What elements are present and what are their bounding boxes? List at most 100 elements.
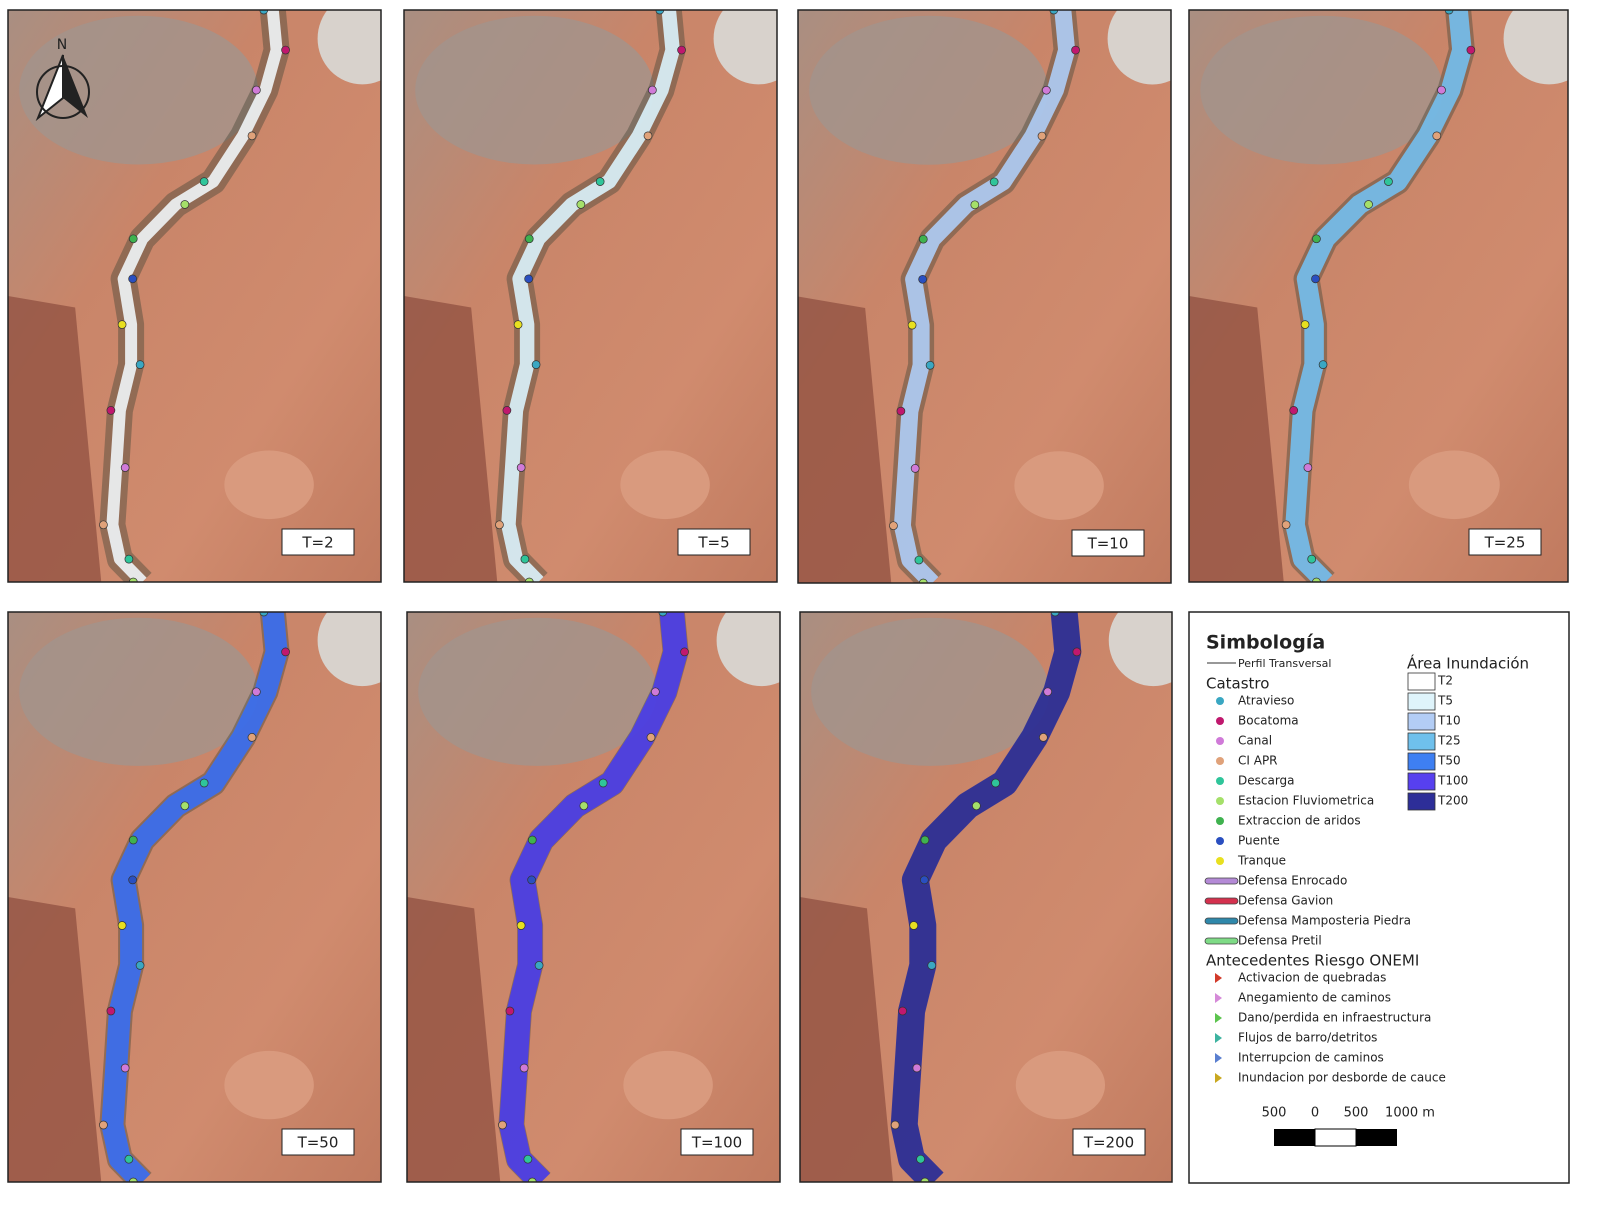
- legend-item: Defensa Mamposteria Piedra: [1238, 914, 1411, 928]
- legend-item: Bocatoma: [1238, 714, 1299, 728]
- catastro-point: [919, 275, 927, 283]
- catastro-point: [252, 86, 260, 94]
- legend-item: CI APR: [1238, 754, 1278, 768]
- map-panel: T=25: [1189, 0, 1595, 586]
- legend-marker: [1216, 797, 1224, 805]
- catastro-point: [910, 922, 918, 930]
- catastro-point: [520, 1064, 528, 1072]
- legend-marker: [1205, 878, 1238, 884]
- terrain: [1409, 450, 1500, 519]
- legend-item: Interrupcion de caminos: [1238, 1051, 1384, 1065]
- legend-item: Estacion Fluviometrica: [1238, 794, 1374, 808]
- catastro-point: [1042, 86, 1050, 94]
- catastro-point: [990, 178, 998, 186]
- legend-marker: [1216, 697, 1224, 705]
- catastro-point: [1290, 406, 1298, 414]
- catastro-point: [532, 361, 540, 369]
- catastro-point: [917, 1155, 925, 1163]
- map-content: [8, 595, 407, 1186]
- terrain: [224, 450, 314, 519]
- north-label: N: [57, 37, 67, 53]
- legend-item: Puente: [1238, 834, 1280, 848]
- catastro-point: [891, 1121, 899, 1129]
- terrain: [1109, 595, 1198, 686]
- legend-heading: Área Inundación: [1407, 654, 1529, 673]
- legend-marker: [1205, 898, 1238, 904]
- legend-marker: [1216, 717, 1224, 725]
- catastro-point: [252, 688, 260, 696]
- scale-label: 1000 m: [1385, 1106, 1435, 1121]
- catastro-point: [125, 555, 133, 563]
- legend-marker: [1216, 777, 1224, 785]
- catastro-point: [498, 1121, 506, 1129]
- legend-item: Inundacion por desborde de cauce: [1238, 1071, 1446, 1085]
- legend-swatch: [1408, 693, 1435, 710]
- legend-item: T2: [1437, 674, 1453, 688]
- catastro-point: [678, 46, 686, 54]
- catastro-point: [899, 1007, 907, 1015]
- catastro-point: [200, 779, 208, 787]
- catastro-point: [200, 178, 208, 186]
- scale-bar: [1274, 1129, 1397, 1146]
- catastro-point: [908, 321, 916, 329]
- terrain: [620, 450, 710, 519]
- map-content: [407, 595, 806, 1186]
- map-content: [798, 0, 1197, 587]
- catastro-point: [647, 733, 655, 741]
- catastro-point: [1433, 132, 1441, 140]
- catastro-point: [1039, 733, 1047, 741]
- catastro-point: [107, 1007, 115, 1015]
- legend-item: Anegamiento de caminos: [1238, 991, 1391, 1005]
- legend-marker: [1216, 757, 1224, 765]
- catastro-point: [121, 1064, 129, 1072]
- panel-label: T=100: [691, 1134, 742, 1152]
- catastro-point: [897, 407, 905, 415]
- catastro-point: [1384, 178, 1392, 186]
- map-content: [1189, 0, 1595, 586]
- map-panel: T=100: [407, 595, 806, 1186]
- legend-swatch: [1408, 713, 1435, 730]
- catastro-point: [1319, 361, 1327, 369]
- terrain: [1200, 16, 1443, 165]
- terrain: [809, 16, 1048, 165]
- legend-item: Extraccion de aridos: [1238, 814, 1361, 828]
- legend-item: Descarga: [1238, 774, 1295, 788]
- catastro-point: [1312, 235, 1320, 243]
- catastro-point: [1438, 86, 1446, 94]
- catastro-point: [517, 464, 525, 472]
- terrain: [717, 595, 807, 686]
- legend-swatch: [1408, 793, 1435, 810]
- catastro-point: [514, 321, 522, 329]
- legend-item: T10: [1437, 714, 1461, 728]
- terrain: [318, 595, 408, 686]
- catastro-point: [681, 648, 689, 656]
- legend-swatch: [1408, 733, 1435, 750]
- terrain: [19, 618, 258, 766]
- catastro-point: [1044, 688, 1052, 696]
- terrain: [1014, 451, 1104, 520]
- catastro-point: [651, 688, 659, 696]
- catastro-point: [535, 961, 543, 969]
- catastro-point: [129, 876, 137, 884]
- catastro-point: [181, 802, 189, 810]
- catastro-point: [599, 779, 607, 787]
- legend-item: Defensa Gavion: [1238, 894, 1333, 908]
- catastro-point: [920, 876, 928, 884]
- legend-marker: [1216, 857, 1224, 865]
- map-panel: T=5: [404, 0, 803, 586]
- catastro-point: [248, 733, 256, 741]
- legend-marker: [1205, 918, 1238, 924]
- map-content: [404, 0, 803, 586]
- catastro-point: [181, 200, 189, 208]
- catastro-point: [129, 235, 137, 243]
- scale-label: 0: [1311, 1106, 1319, 1121]
- catastro-point: [915, 556, 923, 564]
- catastro-point: [580, 802, 588, 810]
- catastro-point: [1467, 46, 1475, 54]
- catastro-point: [248, 132, 256, 140]
- catastro-point: [129, 275, 137, 283]
- catastro-point: [125, 1155, 133, 1163]
- catastro-point: [525, 235, 533, 243]
- legend-item: Atravieso: [1238, 694, 1294, 708]
- catastro-point: [107, 406, 115, 414]
